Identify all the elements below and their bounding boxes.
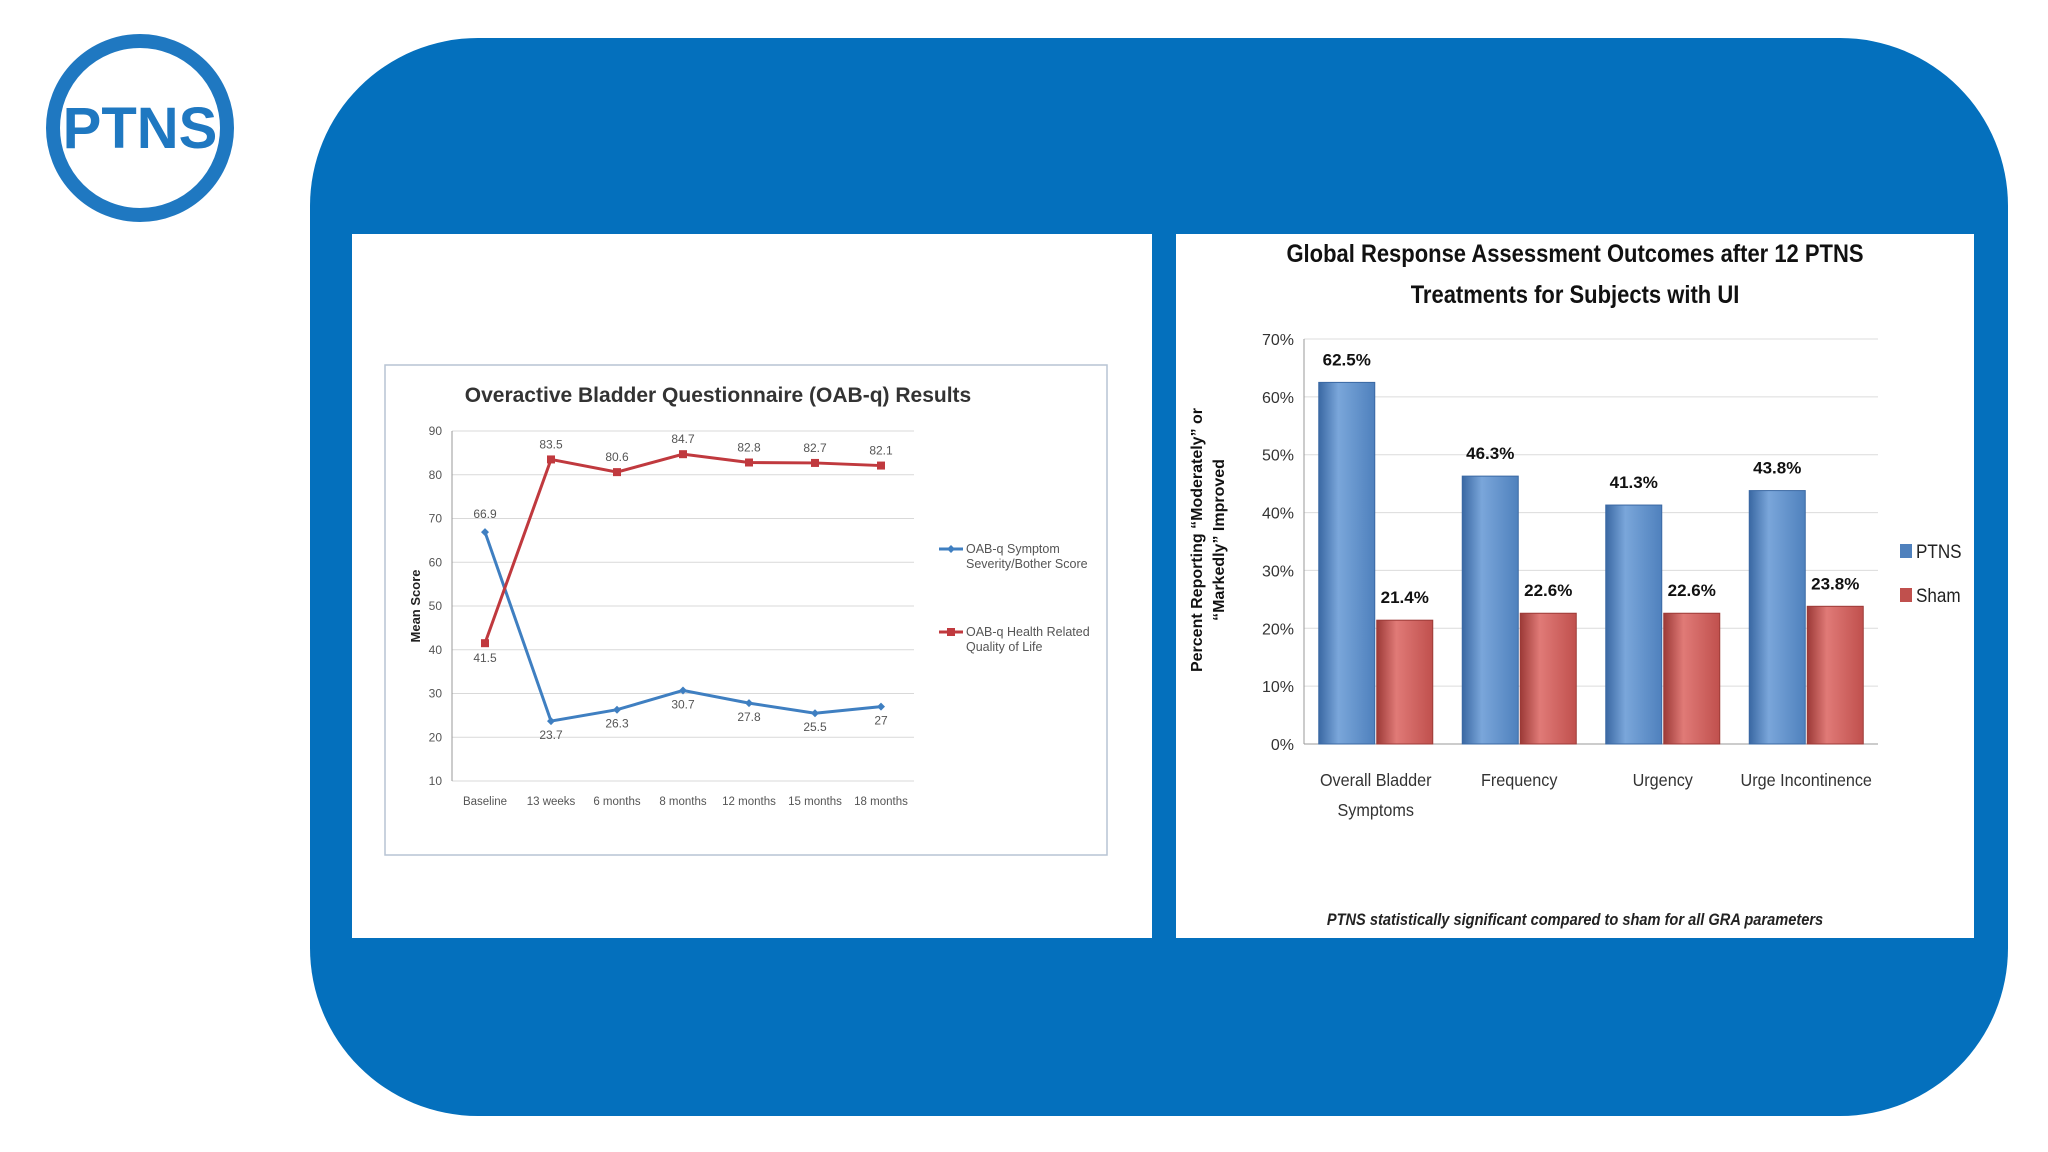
y-tick-label: 10%: [1262, 679, 1294, 696]
symptom-point: [679, 686, 687, 695]
oabq-chart-card: Overactive Bladder Questionnaire (OAB-q)…: [352, 234, 1152, 938]
ptns-bar: [1318, 381, 1376, 745]
x-tick-label: Overall Bladder: [1320, 770, 1432, 790]
symptom-data-label: 25.5: [803, 720, 827, 734]
y-axis-title-line: “Markedly” Improved: [1211, 459, 1228, 621]
y-tick-label: 70%: [1262, 332, 1294, 349]
symptom-point: [745, 699, 753, 708]
y-tick-label: 40: [429, 643, 443, 657]
y-tick-label: 50: [429, 599, 443, 613]
symptom-data-label: 30.7: [671, 697, 695, 711]
ptns-bar: [1748, 490, 1806, 745]
y-tick-label: 60%: [1262, 390, 1294, 407]
gra-chart-card: Global Response Assessment Outcomes afte…: [1176, 234, 1974, 938]
legend-swatch: [1900, 588, 1912, 602]
y-tick-label: 60: [429, 555, 443, 569]
x-tick-label: Symptoms: [1338, 800, 1414, 820]
chart-title-line: Treatments for Subjects with UI: [1411, 281, 1740, 309]
qol-point: [679, 450, 687, 459]
sham-data-label: 22.6%: [1668, 581, 1716, 600]
y-tick-label: 10: [429, 774, 443, 788]
symptom-data-label: 26.3: [605, 717, 629, 731]
x-tick-label: Urge Incontinence: [1741, 770, 1872, 790]
symptom-point: [547, 717, 555, 726]
x-tick-label: 13 weeks: [527, 796, 576, 808]
ptns-data-label: 41.3%: [1610, 473, 1658, 492]
logo-text: PTNS: [62, 95, 218, 161]
y-axis-title: Mean Score: [408, 570, 423, 643]
x-tick-label: 12 months: [722, 796, 776, 808]
legend-label: Sham: [1916, 585, 1961, 606]
x-tick-label: 6 months: [593, 796, 641, 808]
symptom-point: [877, 702, 885, 711]
symptom-data-label: 27: [874, 714, 888, 728]
x-tick-label: 15 months: [788, 796, 842, 808]
symptom-data-label: 27.8: [737, 710, 761, 724]
y-axis-title-line: Percent Reporting “Moderately” or: [1189, 408, 1206, 672]
oabq-line-chart: Overactive Bladder Questionnaire (OAB-q)…: [384, 364, 1108, 856]
legend-label: PTNS: [1916, 541, 1962, 562]
symptom-point: [481, 528, 489, 537]
chart-frame: [384, 364, 1108, 856]
y-tick-label: 20%: [1262, 621, 1294, 638]
x-tick-label: 8 months: [659, 796, 707, 808]
x-tick-label: 18 months: [854, 796, 908, 808]
x-tick-label: Baseline: [463, 796, 507, 808]
qol-point: [613, 468, 621, 477]
sham-bar: [1806, 605, 1864, 745]
legend-marker: [947, 628, 955, 636]
y-tick-label: 40%: [1262, 506, 1294, 523]
qol-data-label: 82.1: [869, 444, 893, 458]
ptns-data-label: 62.5%: [1323, 350, 1371, 369]
legend-label: OAB-q Symptom: [966, 542, 1060, 556]
ptns-bar: [1461, 475, 1519, 745]
footnote: PTNS statistically significant compared …: [1327, 911, 1824, 929]
qol-data-label: 80.6: [605, 450, 629, 464]
x-tick-label: Urgency: [1633, 770, 1694, 790]
legend-label: Quality of Life: [966, 640, 1042, 654]
y-tick-label: 90: [429, 424, 443, 438]
qol-data-label: 41.5: [473, 651, 497, 665]
sham-data-label: 22.6%: [1524, 581, 1572, 600]
qol-data-label: 82.7: [803, 441, 827, 455]
sham-bar: [1376, 619, 1434, 745]
chart-title: Overactive Bladder Questionnaire (OAB-q)…: [465, 384, 971, 407]
legend-label: Severity/Bother Score: [966, 557, 1088, 571]
y-tick-label: 70: [429, 512, 443, 526]
ptns-data-label: 43.8%: [1753, 459, 1801, 478]
sham-bar: [1519, 612, 1577, 745]
chart-title-line: Global Response Assessment Outcomes afte…: [1286, 240, 1863, 268]
symptom-data-label: 23.7: [539, 728, 563, 742]
legend-label: OAB-q Health Related: [966, 625, 1090, 639]
qol-data-label: 84.7: [671, 432, 695, 446]
ptns-logo: PTNS: [46, 34, 234, 222]
y-tick-label: 30%: [1262, 563, 1294, 580]
y-tick-label: 20: [429, 730, 443, 744]
legend-swatch: [1900, 544, 1912, 558]
symptom-point: [811, 709, 819, 718]
sham-bar: [1663, 612, 1721, 745]
y-tick-label: 80: [429, 468, 443, 482]
ptns-bar: [1605, 504, 1663, 745]
y-tick-label: 30: [429, 687, 443, 701]
symptom-point: [613, 705, 621, 714]
symptom-data-label: 66.9: [473, 507, 497, 521]
qol-data-label: 83.5: [539, 437, 563, 451]
qol-data-label: 82.8: [737, 441, 761, 455]
qol-point: [745, 458, 753, 467]
gra-bar-chart: Global Response Assessment Outcomes afte…: [1189, 240, 1962, 930]
x-tick-label: Frequency: [1481, 770, 1558, 790]
qol-point: [547, 455, 555, 464]
legend-marker: [947, 545, 955, 553]
qol-point: [877, 461, 885, 470]
ptns-data-label: 46.3%: [1466, 444, 1514, 463]
qol-point: [481, 639, 489, 648]
sham-data-label: 21.4%: [1381, 588, 1429, 607]
y-tick-label: 50%: [1262, 448, 1294, 465]
y-tick-label: 0%: [1271, 737, 1294, 754]
sham-data-label: 23.8%: [1811, 574, 1859, 593]
qol-point: [811, 458, 819, 467]
